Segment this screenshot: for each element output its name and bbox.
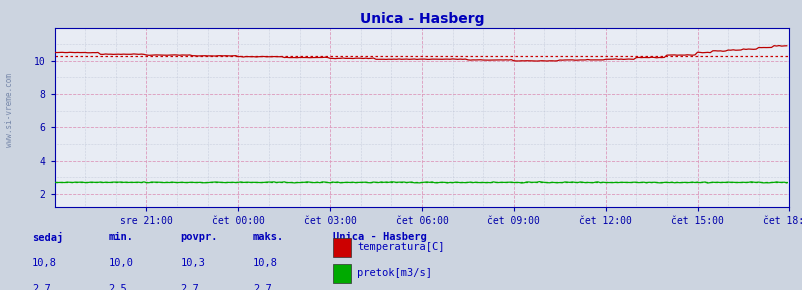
Title: Unica - Hasberg: Unica - Hasberg <box>359 12 484 26</box>
Text: 2,7: 2,7 <box>32 284 51 290</box>
Text: 10,3: 10,3 <box>180 258 205 268</box>
Text: 2,5: 2,5 <box>108 284 127 290</box>
Text: 10,8: 10,8 <box>253 258 277 268</box>
Text: 10,8: 10,8 <box>32 258 57 268</box>
Text: povpr.: povpr. <box>180 232 218 242</box>
Text: sedaj: sedaj <box>32 232 63 243</box>
Text: Unica - Hasberg: Unica - Hasberg <box>333 232 427 242</box>
Text: 2,7: 2,7 <box>180 284 199 290</box>
Text: pretok[m3/s]: pretok[m3/s] <box>357 268 431 278</box>
Text: www.si-vreme.com: www.si-vreme.com <box>5 73 14 147</box>
Text: min.: min. <box>108 232 133 242</box>
Text: maks.: maks. <box>253 232 284 242</box>
Text: temperatura[C]: temperatura[C] <box>357 242 444 252</box>
Text: 10,0: 10,0 <box>108 258 133 268</box>
Text: 2,7: 2,7 <box>253 284 271 290</box>
